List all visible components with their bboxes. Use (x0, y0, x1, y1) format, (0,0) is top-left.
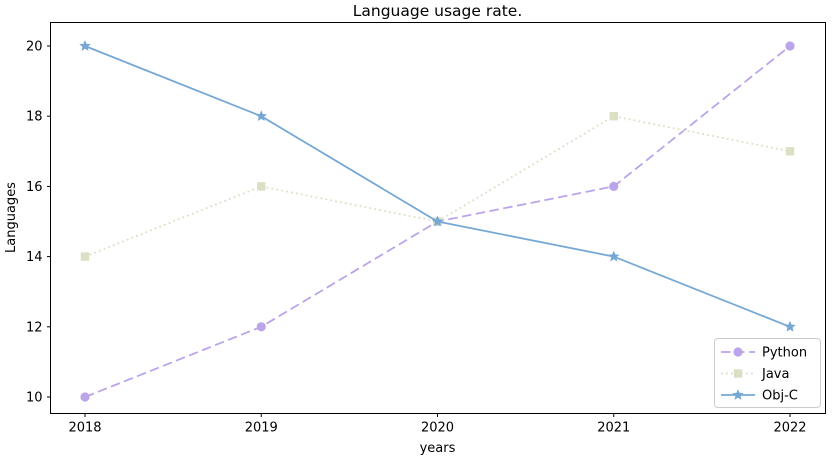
obj-c-line (84, 45, 791, 328)
obj-c-marker (79, 40, 91, 51)
java-marker (257, 182, 266, 191)
legend-item-java: Java (721, 367, 789, 382)
obj-c-marker (784, 320, 796, 332)
x-tick-label: 2021 (597, 421, 630, 436)
python-marker (256, 322, 266, 332)
java-marker (80, 252, 90, 261)
y-tick-label: 12 (26, 320, 43, 335)
legend-box (714, 338, 821, 408)
java-marker (609, 112, 618, 121)
x-tick-label: 2020 (421, 421, 454, 436)
obj-c-marker (255, 110, 267, 122)
chart-title: Language usage rate. (353, 2, 523, 20)
x-tick-label: 2019 (245, 421, 278, 436)
python-marker (785, 41, 795, 51)
y-tick-label: 20 (26, 40, 43, 55)
python-marker (609, 181, 619, 191)
obj-c-legend-marker (732, 389, 744, 400)
y-tick-label: 14 (26, 250, 43, 265)
legend: Python Java Obj-C (714, 338, 821, 408)
python-legend-marker (733, 347, 743, 357)
y-tick-label: 10 (26, 391, 43, 406)
python-legend-label: Python (762, 346, 807, 361)
legend-item-python: Python (721, 346, 807, 361)
java-legend-marker (733, 369, 743, 378)
legend-item-obj-c: Obj-C (721, 389, 798, 404)
python-marker (80, 392, 90, 402)
obj-c-marker (431, 215, 444, 227)
java-legend-label: Java (761, 367, 789, 382)
data-series (79, 40, 796, 402)
x-tick-label: 2022 (773, 421, 806, 436)
obj-c-legend-label: Obj-C (762, 389, 798, 404)
x-axis-label: years (420, 441, 456, 456)
java-marker (785, 147, 795, 156)
java-line (84, 115, 791, 258)
y-tick-label: 16 (26, 180, 43, 195)
y-tick-label: 18 (26, 110, 43, 125)
x-tick-label: 2018 (68, 421, 101, 436)
obj-c-marker (608, 250, 620, 262)
y-axis-label: Languages (4, 182, 19, 253)
axes: 2018 2019 2020 2021 2022 10 12 14 16 18 20 (26, 22, 826, 436)
